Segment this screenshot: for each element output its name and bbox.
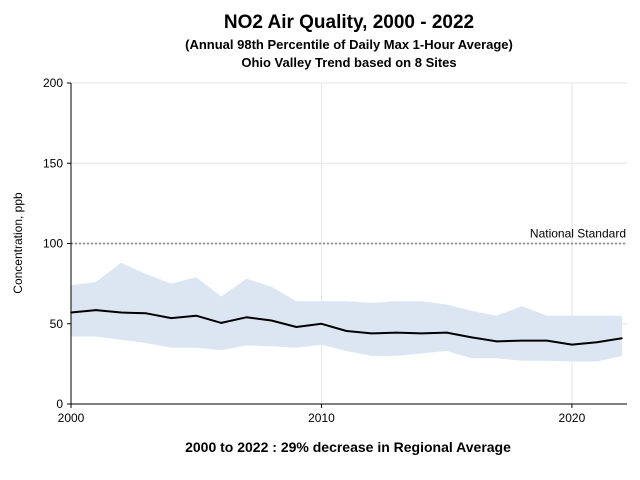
y-tick-label-50: 50 bbox=[50, 317, 64, 331]
avg-point-2020 bbox=[571, 343, 573, 346]
tick-labels: 0 50 100 150 200 2000 2010 2020 bbox=[43, 76, 586, 425]
chart-title: NO2 Air Quality, 2000 - 2022 bbox=[224, 12, 474, 33]
data-points bbox=[70, 309, 623, 346]
y-tick-label-0: 0 bbox=[56, 397, 63, 411]
x-tick-label-2000: 2000 bbox=[58, 411, 85, 425]
avg-point-2016 bbox=[470, 336, 473, 339]
chart-footer: 2000 to 2022 : 29% decrease in Regional … bbox=[185, 439, 511, 455]
avg-point-2012 bbox=[370, 332, 373, 335]
y-tick-label-200: 200 bbox=[43, 76, 63, 90]
avg-point-2001 bbox=[95, 309, 97, 311]
avg-point-2018 bbox=[521, 339, 523, 342]
y-axis-label: Concentration, ppb bbox=[11, 192, 25, 294]
avg-point-2004 bbox=[170, 317, 172, 319]
avg-point-2003 bbox=[145, 312, 147, 315]
avg-point-2008 bbox=[270, 319, 273, 322]
y-tick-label-100: 100 bbox=[43, 237, 63, 251]
avg-point-2007 bbox=[245, 316, 248, 319]
avg-point-2010 bbox=[320, 322, 323, 325]
chart-subtitle-2: Ohio Valley Trend based on 8 Sites bbox=[241, 55, 456, 70]
avg-point-2022 bbox=[621, 337, 623, 339]
x-tick-label-2010: 2010 bbox=[308, 411, 335, 425]
avg-point-2014 bbox=[420, 332, 423, 335]
avg-point-2015 bbox=[445, 331, 448, 334]
avg-point-2021 bbox=[596, 341, 598, 344]
avg-point-2011 bbox=[345, 330, 348, 332]
avg-point-2009 bbox=[295, 326, 298, 328]
national-standard-label: National Standard bbox=[530, 227, 626, 241]
avg-point-2002 bbox=[120, 311, 122, 314]
avg-point-2005 bbox=[195, 314, 198, 317]
y-tick-label-150: 150 bbox=[43, 156, 63, 170]
avg-point-2013 bbox=[395, 331, 398, 334]
x-tick-label-2020: 2020 bbox=[559, 411, 586, 425]
avg-point-2006 bbox=[220, 322, 223, 324]
chart-subtitle-1: (Annual 98th Percentile of Daily Max 1-H… bbox=[185, 37, 513, 52]
percentile-band bbox=[71, 262, 622, 362]
avg-point-2019 bbox=[546, 339, 548, 342]
axes bbox=[67, 82, 627, 408]
avg-point-2017 bbox=[495, 340, 498, 343]
